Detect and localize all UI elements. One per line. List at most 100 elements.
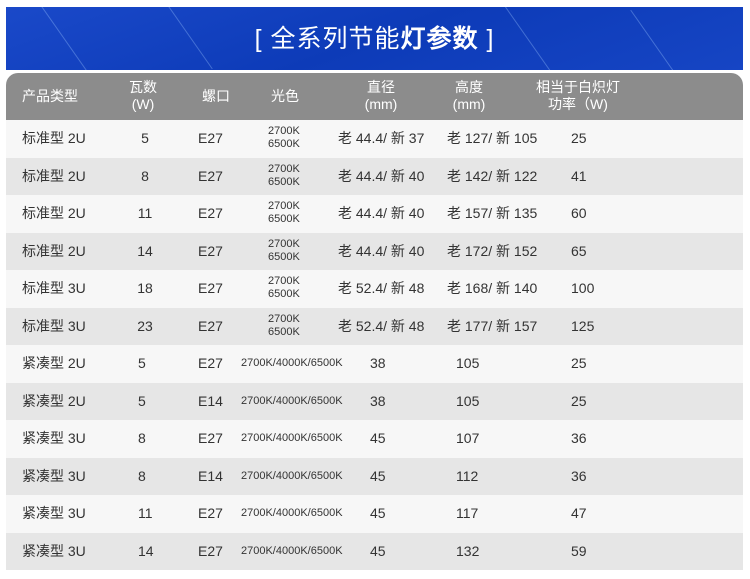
cell-height: 老 168/ 新 140 — [447, 280, 538, 296]
cell-equiv: 65 — [571, 242, 587, 259]
cell-diameter: 45 — [370, 430, 386, 446]
title-prefix: [ 全系列节能 — [254, 25, 401, 53]
table-row: 紧凑型 2U 5 E27 2700K/4000K/6500K 38 105 25 — [6, 345, 743, 383]
cell-color: 2700K/4000K/6500K — [241, 432, 343, 444]
cell-type: 标准型 3U — [22, 317, 86, 334]
color-2: 6500K — [268, 213, 300, 225]
cell-equiv: 25 — [571, 392, 587, 409]
cell-height: 105 — [456, 392, 480, 409]
cell-height: 132 — [456, 542, 480, 559]
cell-socket: E27 — [198, 167, 223, 184]
cell-equiv: 41 — [571, 167, 587, 184]
table-row: 标准型 2U 5 E27 2700K 6500K 老 44.4/ 新 37 老 127/… — [6, 120, 743, 158]
cell-height: 老 177/ 新 157 — [447, 317, 538, 334]
cell-socket: E27 — [198, 242, 223, 259]
cell-equiv: 36 — [571, 430, 587, 446]
table-row: 标准型 2U 8 E27 2700K 6500K 老 44.4/ 新 40 老 142/… — [6, 157, 743, 195]
table-row: 标准型 2U 14 E27 2700K 6500K 老 44.4/ 新 40 老 172… — [6, 232, 743, 270]
header-diameter: 直径 (mm) — [356, 79, 406, 113]
header-watts: 瓦数 (W) — [123, 79, 163, 113]
cell-watts: 11 — [137, 205, 153, 221]
cell-type: 标准型 3U — [22, 280, 86, 296]
cell-socket: E27 — [198, 280, 223, 296]
cell-color: 2700K 6500K — [268, 238, 300, 264]
header-watts-label: 瓦数 — [129, 79, 157, 95]
color-2: 6500K — [268, 175, 300, 188]
cell-watts: 11 — [138, 505, 153, 521]
cell-equiv: 47 — [571, 505, 587, 521]
header-height-label: 高度 — [455, 79, 483, 95]
table-row: 标准型 3U 18 E27 2700K 6500K 老 52.4/ 新 48 老 168… — [6, 270, 743, 308]
header-equiv: 相当于白炽灯 功率（W) — [528, 79, 628, 113]
cell-color: 2700K/4000K/6500K — [241, 394, 343, 407]
color-2: 6500K — [268, 138, 300, 150]
cell-equiv: 100 — [571, 280, 595, 296]
cell-watts: 14 — [138, 542, 154, 559]
cell-equiv: 25 — [571, 355, 587, 371]
cell-type: 紧凑型 2U — [22, 392, 86, 409]
cell-equiv: 36 — [571, 467, 587, 484]
cell-diameter: 老 52.4/ 新 48 — [338, 317, 425, 334]
cell-diameter: 45 — [370, 542, 386, 559]
header-watts-unit: (W) — [131, 96, 155, 112]
cell-socket: E27 — [198, 205, 223, 221]
cell-height: 老 157/ 新 135 — [447, 205, 538, 221]
color-1: 2700K — [268, 275, 300, 287]
color-2: 6500K — [268, 325, 300, 338]
cell-color: 2700K 6500K — [268, 275, 300, 301]
color-1: 2700K — [268, 237, 300, 250]
page-title: [ 全系列节能灯参数 ] — [6, 19, 743, 55]
table-row: 紧凑型 3U 11 E27 2700K/4000K/6500K 45 117 47 — [6, 495, 743, 533]
cell-height: 105 — [456, 355, 480, 371]
cell-color: 2700K 6500K — [268, 125, 300, 151]
cell-type: 紧凑型 3U — [22, 505, 86, 521]
header-height: 高度 (mm) — [444, 79, 494, 113]
cell-watts: 5 — [138, 355, 146, 371]
cell-diameter: 老 44.4/ 新 40 — [338, 242, 425, 259]
cell-diameter: 老 44.4/ 新 37 — [338, 130, 425, 146]
cell-type: 紧凑型 3U — [22, 542, 86, 559]
header-diameter-unit: (mm) — [364, 96, 398, 112]
cell-watts: 14 — [137, 242, 153, 259]
table-body: 标准型 2U 5 E27 2700K 6500K 老 44.4/ 新 37 老 127/… — [6, 120, 743, 570]
cell-type: 紧凑型 3U — [22, 430, 86, 446]
cell-type: 标准型 2U — [22, 167, 86, 184]
cell-diameter: 38 — [370, 355, 386, 371]
cell-socket: E27 — [198, 505, 223, 521]
cell-height: 107 — [456, 430, 480, 446]
cell-diameter: 45 — [370, 505, 386, 521]
cell-diameter: 45 — [370, 467, 386, 484]
cell-socket: E27 — [198, 130, 223, 146]
color-1: 2700K — [268, 125, 300, 137]
header-color: 光色 — [271, 88, 299, 104]
cell-equiv: 59 — [571, 542, 587, 559]
color-1: 2700K — [268, 162, 300, 175]
cell-watts: 5 — [141, 130, 149, 146]
header-diameter-label: 直径 — [367, 79, 395, 95]
cell-socket: E27 — [198, 317, 223, 334]
cell-socket: E27 — [198, 542, 223, 559]
cell-socket: E27 — [198, 355, 223, 371]
cell-height: 老 127/ 新 105 — [447, 130, 538, 146]
cell-diameter: 老 52.4/ 新 48 — [338, 280, 425, 296]
cell-watts: 5 — [138, 392, 146, 409]
header-height-unit: (mm) — [452, 96, 486, 112]
title-suffix: ] — [478, 25, 495, 53]
cell-watts: 8 — [138, 430, 146, 446]
cell-diameter: 38 — [370, 392, 386, 409]
cell-watts: 18 — [137, 280, 153, 296]
cell-watts: 8 — [141, 167, 149, 184]
cell-type: 紧凑型 3U — [22, 467, 86, 484]
header-type: 产品类型 — [22, 88, 78, 104]
cell-type: 标准型 2U — [22, 205, 86, 221]
cell-watts: 8 — [138, 467, 146, 484]
title-bold: 灯参数 — [400, 25, 479, 53]
cell-equiv: 25 — [571, 130, 587, 146]
cell-color: 2700K 6500K — [268, 313, 300, 339]
cell-color: 2700K/4000K/6500K — [241, 469, 343, 482]
cell-color: 2700K/4000K/6500K — [241, 544, 343, 557]
color-2: 6500K — [268, 250, 300, 263]
cell-diameter: 老 44.4/ 新 40 — [338, 205, 425, 221]
cell-height: 老 142/ 新 122 — [447, 167, 538, 184]
table-header: 产品类型 瓦数 (W) 螺口 光色 直径 (mm) 高度 (mm) 相当于白炽灯 功率（… — [6, 73, 743, 120]
